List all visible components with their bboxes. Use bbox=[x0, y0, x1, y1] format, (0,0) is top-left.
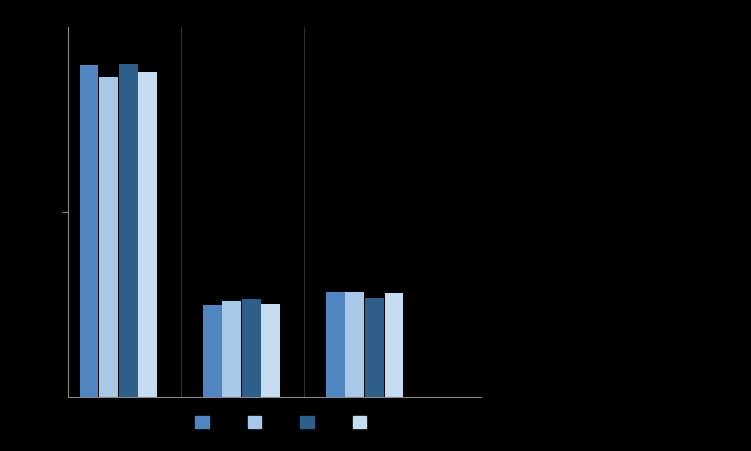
Bar bbox=[261, 304, 280, 397]
Bar bbox=[119, 64, 137, 397]
Bar bbox=[242, 299, 261, 397]
Bar bbox=[326, 292, 345, 397]
Bar bbox=[80, 65, 98, 397]
Bar bbox=[99, 77, 118, 397]
Bar bbox=[345, 292, 364, 397]
Bar bbox=[203, 305, 222, 397]
Bar bbox=[365, 298, 384, 397]
Bar bbox=[138, 72, 157, 397]
Bar bbox=[222, 301, 241, 397]
Bar bbox=[385, 293, 403, 397]
